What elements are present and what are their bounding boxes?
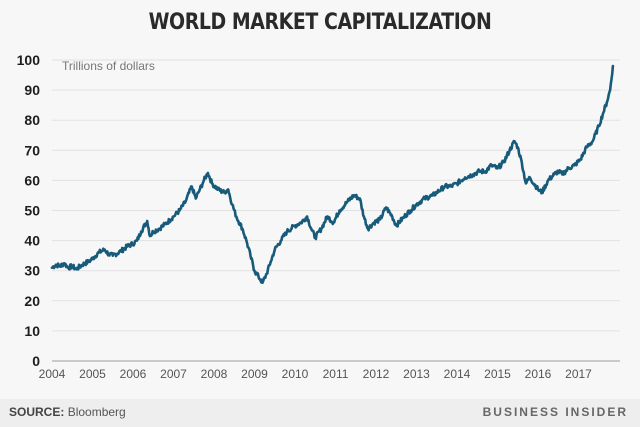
x-axis-ticks: 2004 2005 2006 2007 2008 2009 2010 2011 2012 2013… <box>39 367 593 381</box>
source-credit: SOURCE: Bloomberg <box>9 405 126 419</box>
y-tick-label: 0 <box>32 353 40 369</box>
x-tick-label: 2004 <box>39 367 66 381</box>
y-axis-ticks: 0 10 20 30 40 50 60 70 80 90 100 <box>17 52 41 369</box>
series-line-world-market-cap <box>50 64 615 284</box>
brand-logo: BUSINESS INSIDER <box>482 405 628 419</box>
y-tick-label: 10 <box>24 323 40 339</box>
y-tick-label: 20 <box>24 293 40 309</box>
x-tick-label: 2011 <box>323 367 349 381</box>
x-tick-label: 2013 <box>403 367 430 381</box>
x-tick-label: 2017 <box>565 367 592 381</box>
source-label: SOURCE: <box>9 405 65 419</box>
x-tick-label: 2012 <box>363 367 390 381</box>
x-tick-label: 2015 <box>484 367 511 381</box>
y-tick-label: 80 <box>24 112 40 128</box>
x-tick-label: 2009 <box>241 367 268 381</box>
source-value: Bloomberg <box>67 405 126 419</box>
y-tick-label: 60 <box>24 172 40 188</box>
x-tick-label: 2010 <box>282 367 309 381</box>
y-tick-label: 70 <box>24 142 40 158</box>
y-tick-label: 50 <box>24 203 40 219</box>
x-tick-label: 2005 <box>79 367 106 381</box>
x-tick-label: 2016 <box>525 367 552 381</box>
x-tick-label: 2007 <box>160 367 187 381</box>
chart-title: WORLD MARKET CAPITALIZATION <box>148 10 492 35</box>
y-tick-label: 90 <box>24 82 40 98</box>
y-tick-label: 40 <box>24 233 40 249</box>
footer: SOURCE: Bloomberg BUSINESS INSIDER <box>0 399 640 427</box>
x-tick-label: 2006 <box>120 367 147 381</box>
x-tick-label: 2014 <box>444 367 471 381</box>
y-axis-label: Trillions of dollars <box>62 59 155 73</box>
x-tick-label: 2008 <box>201 367 228 381</box>
y-tick-label: 30 <box>24 263 40 279</box>
gridlines <box>52 59 620 362</box>
y-tick-label: 100 <box>17 52 41 68</box>
